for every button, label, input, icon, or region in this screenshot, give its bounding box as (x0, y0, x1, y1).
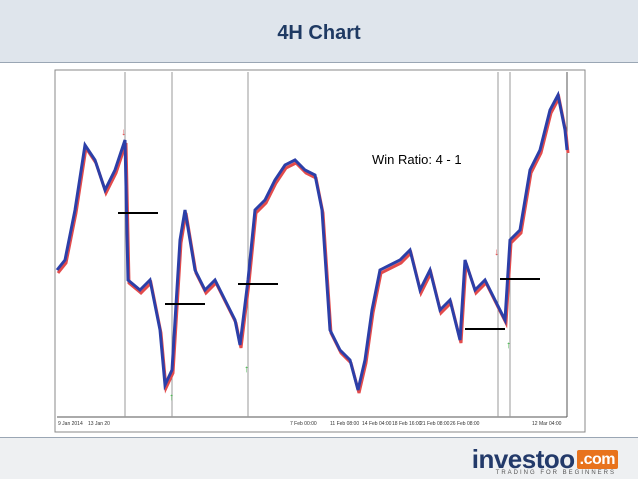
x-label: 13 Jan 20 (88, 421, 110, 427)
svg-text:↓: ↓ (494, 247, 499, 258)
title: 4H Chart (277, 22, 361, 44)
x-label: 26 Feb 08:00 (450, 421, 480, 427)
price-path-up (55, 90, 569, 391)
x-label: 11 Feb 08:00 (330, 421, 359, 427)
signals: ↓ ↑ ↑ ↓ ↑ (121, 127, 511, 403)
x-label: 14 Feb 04:00 (362, 421, 392, 427)
x-label: 12 Mar 04:00 (532, 421, 562, 427)
svg-text:↓: ↓ (121, 127, 126, 138)
svg-text:↑: ↑ (169, 392, 174, 403)
logo-suffix: .com (576, 450, 618, 469)
x-label: 9 Jan 2014 (58, 421, 83, 427)
annotation: Win Ratio: 4 - 1 (372, 152, 462, 167)
x-labels: 9 Jan 2014 13 Jan 20 7 Feb 00:00 11 Feb 08:… (58, 421, 562, 427)
svg-text:↑: ↑ (506, 340, 511, 351)
svg-text:↑: ↑ (244, 364, 249, 375)
levels (118, 212, 540, 330)
chart-frame (54, 69, 586, 433)
logo-text: investoo (471, 444, 575, 474)
footer: investoo .com TRADING FOR BEGINNERS (0, 437, 638, 479)
x-label: 7 Feb 00:00 (290, 421, 317, 427)
x-label: 18 Feb 16:00 (392, 421, 422, 427)
header: 4H Chart (0, 0, 638, 63)
logo: investoo .com (472, 444, 618, 475)
tagline: TRADING FOR BEGINNERS (495, 470, 616, 476)
x-label: 21 Feb 08:00 (420, 421, 450, 427)
